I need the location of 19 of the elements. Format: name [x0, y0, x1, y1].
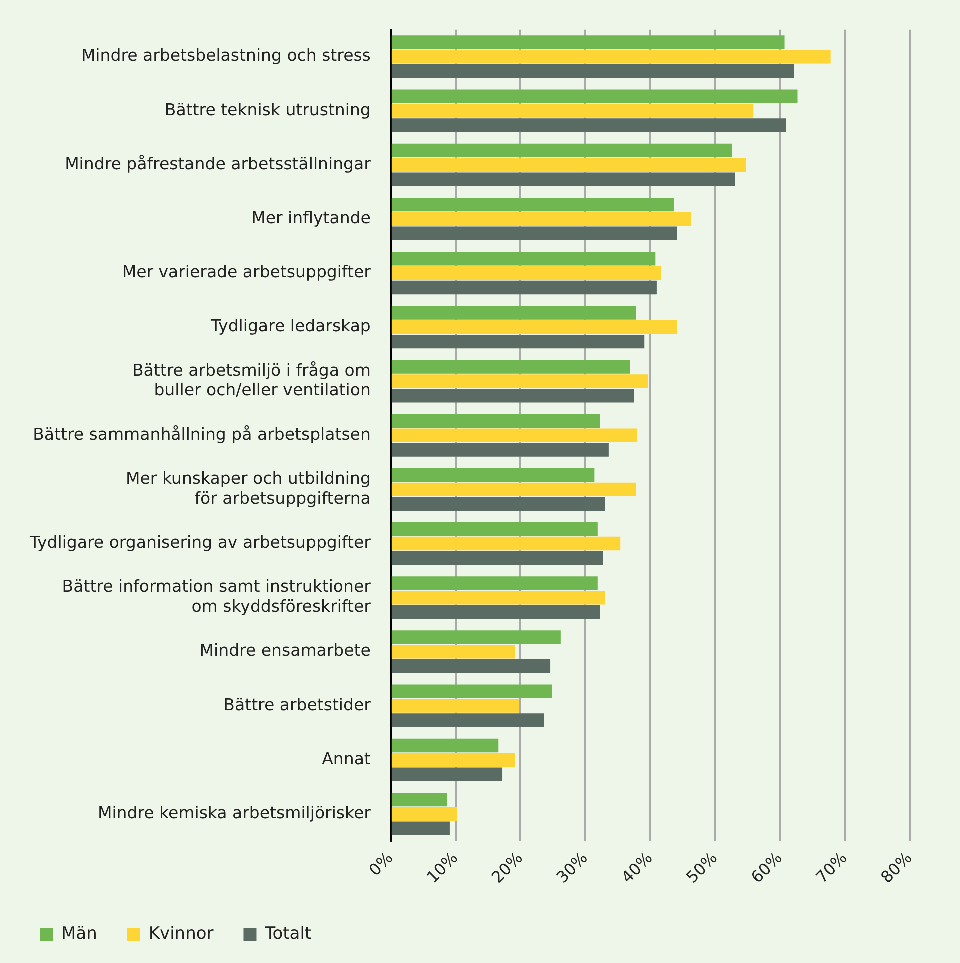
y-tick-label: Bättre arbetstider — [224, 695, 372, 714]
y-tick-label: Mer inflytande — [252, 208, 371, 228]
y-tick-label: Tydligare ledarskap — [210, 316, 371, 336]
y-tick-label: Tydligare organisering av arbetsuppgifter — [28, 533, 372, 552]
y-tick-label: Bättre arbetsmiljö i fråga om buller och/eller ventilation — [132, 360, 371, 400]
y-tick-label: Mindre ensamarbete — [200, 641, 371, 660]
y-tick-label: Mer varierade arbetsuppgifter — [122, 262, 372, 282]
y-tick-label: Bättre teknisk utrustning — [164, 100, 371, 120]
legend-label: Totalt — [264, 924, 312, 944]
legend-label: Män — [62, 924, 98, 944]
y-tick-label: Annat — [322, 749, 372, 768]
y-tick-label: Bättre sammanhållning på arbetsplatsen — [33, 424, 371, 444]
y-tick-label: Mindre arbetsbelastning och stress — [81, 46, 371, 66]
legend-label: Kvinnor — [148, 924, 214, 944]
x-tick-label: 0% — [365, 848, 397, 880]
y-tick-label: Mer kunskaper och utbildning för arbetsuppgifterna — [126, 469, 371, 508]
y-tick-label: Mindre påfrestande arbetsställningar — [65, 154, 372, 174]
y-tick-label: Bättre information samt instruktioner om skyddsföreskrifter — [62, 577, 372, 616]
y-tick-label: Mindre kemiska arbetsmiljörisker — [98, 804, 372, 823]
